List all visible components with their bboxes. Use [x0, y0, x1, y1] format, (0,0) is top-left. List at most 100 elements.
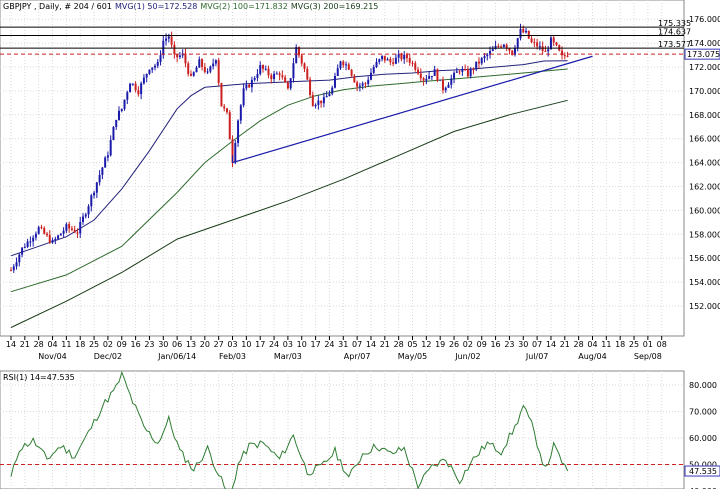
price-line-label: 174.637 [658, 27, 691, 36]
candle-bull [475, 61, 478, 70]
date-day-label: 31 [338, 340, 348, 349]
candle-bull [23, 246, 26, 248]
candle-bull [112, 126, 115, 141]
candle-bear [137, 90, 140, 95]
rsi-y-tick-label: 60.000 [689, 434, 717, 443]
candle-bull [549, 37, 552, 50]
candle-bull [165, 38, 168, 41]
date-day-label: 09 [477, 340, 487, 349]
price-y-tick-label: 162.000 [689, 183, 720, 192]
date-day-label: 13 [186, 340, 196, 349]
candle-bull [289, 78, 292, 89]
date-month-label: Mar/03 [274, 352, 302, 361]
candle-bull [98, 174, 101, 183]
date-month-label: Jan/06/14 [157, 352, 196, 361]
candle-bull [18, 254, 21, 263]
candle-bear [527, 30, 530, 39]
date-month-label: Feb/03 [219, 352, 246, 361]
candle-bull [79, 221, 82, 234]
date-day-label: 07 [532, 340, 542, 349]
candle-bull [198, 59, 201, 68]
candle-bull [106, 155, 109, 158]
candle-bear [184, 53, 187, 64]
date-day-label: 21 [20, 340, 30, 349]
candle-bear [70, 228, 73, 230]
price-y-tick-label: 170.000 [689, 87, 720, 96]
candle-bear [45, 233, 48, 236]
candle-bear [306, 68, 309, 80]
candle-bear [441, 79, 444, 91]
candle-bear [552, 37, 555, 43]
candle-bull [336, 68, 339, 76]
rsi-series-line [10, 370, 569, 489]
price-y-tick-label: 158.000 [689, 230, 720, 239]
candle-bear [189, 73, 192, 76]
date-day-label: 10 [241, 340, 251, 349]
candle-bear [411, 62, 414, 64]
candle-bull [12, 266, 15, 271]
date-month-label: Jul/07 [525, 352, 549, 361]
candle-bull [54, 238, 57, 241]
candle-bear [320, 100, 323, 104]
date-day-label: 28 [34, 340, 44, 349]
price-y-tick-label: 172.000 [689, 63, 720, 72]
date-day-label: 24 [324, 340, 334, 349]
candle-bear [223, 106, 226, 109]
candle-bear [342, 61, 345, 66]
candle-bear [464, 69, 467, 71]
candle-bear [300, 55, 303, 64]
date-day-label: 06 [172, 340, 182, 349]
candle-bear [356, 82, 359, 87]
date-day-label: 03 [227, 340, 237, 349]
date-day-label: 10 [297, 340, 307, 349]
candle-bear [303, 63, 306, 69]
candle-bear [383, 55, 386, 61]
date-day-label: 27 [214, 340, 224, 349]
candle-bear [408, 58, 411, 63]
candle-bear [225, 108, 228, 113]
date-day-label: 20 [200, 340, 210, 349]
candle-bull [397, 54, 400, 58]
date-day-label: 04 [587, 340, 597, 349]
candle-bull [195, 67, 198, 73]
candle-bull [275, 73, 278, 75]
candle-bear [281, 75, 284, 78]
ma1-label: MVG(1) 50=172.528 [115, 2, 197, 11]
price-plot-area [0, 0, 685, 337]
candle-bull [90, 195, 93, 207]
candle-bull [491, 49, 494, 52]
price-y-tick-label: 160.000 [689, 206, 720, 215]
candle-bull [212, 63, 215, 67]
date-day-label: 12 [421, 340, 431, 349]
candle-bull [192, 72, 195, 76]
candle-bull [325, 96, 328, 98]
candle-bear [297, 47, 300, 56]
price-y-tick-label: 154.000 [689, 278, 720, 287]
price-y-tick-label: 152.000 [689, 302, 720, 311]
candle-bull [331, 87, 334, 94]
candle-bear [248, 84, 251, 88]
candle-bear [511, 50, 514, 55]
date-day-label: 14 [366, 340, 376, 349]
candle-bull [430, 75, 433, 77]
candle-bull [378, 59, 381, 62]
date-day-label: 21 [560, 340, 570, 349]
candle-bull [461, 69, 464, 72]
candle-bull [361, 83, 364, 86]
date-day-label: 11 [61, 340, 71, 349]
candle-bull [115, 119, 118, 127]
candle-bull [469, 69, 472, 77]
candle-bull [292, 63, 295, 79]
moving-average-1 [10, 60, 568, 257]
candle-bull [317, 100, 320, 105]
candle-bull [104, 157, 107, 168]
candle-bull [145, 73, 148, 78]
candle-bull [131, 83, 134, 85]
candle-bear [497, 45, 500, 47]
price-y-tick-label: 166.000 [689, 135, 720, 144]
date-axis: 14 21 28 04 11 18 25 02 09 16 23 30 06 13 20 27 03 10 17 24… [6, 336, 667, 361]
candle-bull [142, 77, 145, 84]
date-day-label: 23 [144, 340, 154, 349]
price-line-label: 175.335 [658, 19, 691, 28]
price-y-tick-label: 164.000 [689, 159, 720, 168]
